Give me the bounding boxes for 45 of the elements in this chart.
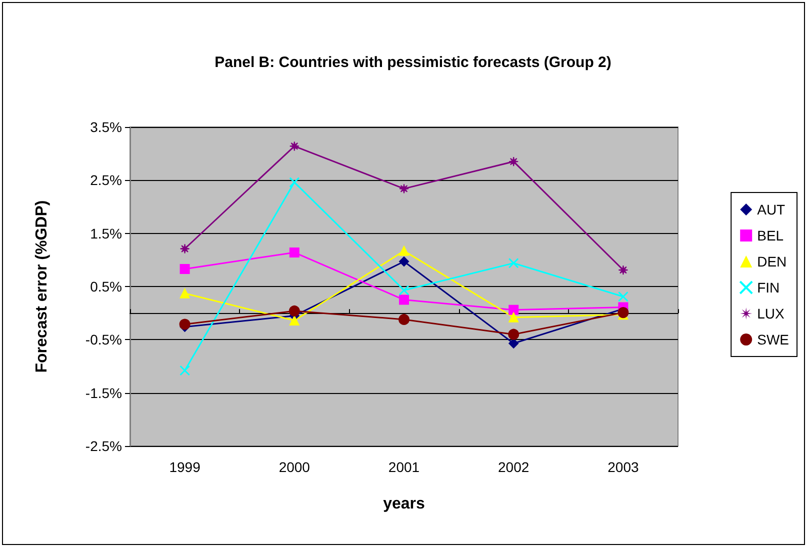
- y-tick-label: 2.5%: [90, 172, 122, 188]
- point: [180, 264, 190, 274]
- point: [508, 312, 519, 322]
- y-axis-title: Forecast error (%GDP): [34, 200, 50, 373]
- point: [288, 305, 300, 316]
- x-tick-label: 2003: [608, 459, 639, 475]
- point: [180, 244, 190, 254]
- point: [508, 156, 519, 167]
- y-tick-label: 0.5%: [90, 278, 122, 294]
- legend-label: AUT: [757, 202, 786, 218]
- x-tick-label: 2002: [498, 459, 530, 475]
- legend-label: SWE: [757, 332, 789, 348]
- y-tick-label: 1.5%: [90, 225, 122, 242]
- point: [618, 291, 628, 302]
- point: [289, 141, 300, 152]
- point: [508, 304, 519, 315]
- point: [399, 184, 409, 194]
- point: [618, 265, 628, 276]
- legend-label: BEL: [757, 228, 784, 244]
- point: [179, 318, 190, 330]
- point: [508, 328, 520, 340]
- y-tick-label: -1.5%: [85, 384, 122, 401]
- point: [399, 256, 409, 267]
- x-axis-title: years: [383, 496, 426, 512]
- point: [398, 314, 410, 325]
- point: [289, 316, 300, 326]
- x-tick-label: 2001: [388, 459, 420, 475]
- legend-label: FIN: [757, 280, 780, 296]
- y-tick-label: -2.5%: [85, 438, 122, 454]
- x-tick-label: 2000: [278, 459, 310, 475]
- point: [508, 338, 519, 348]
- legend-label: LUX: [757, 306, 786, 322]
- point: [399, 246, 409, 256]
- x-tick-label: 1999: [169, 459, 201, 475]
- point: [289, 177, 300, 188]
- point: [399, 294, 409, 305]
- point: [508, 258, 519, 268]
- point: [180, 365, 190, 376]
- point: [398, 284, 410, 296]
- point: [180, 288, 190, 298]
- chart-title: Panel B: Countries with pessimistic forecasts (Group 2): [214, 54, 612, 71]
- legend-label: DEN: [757, 254, 787, 270]
- y-tick-label: -0.5%: [85, 332, 122, 348]
- point: [289, 247, 300, 258]
- y-tick-label: 3.5%: [90, 119, 122, 135]
